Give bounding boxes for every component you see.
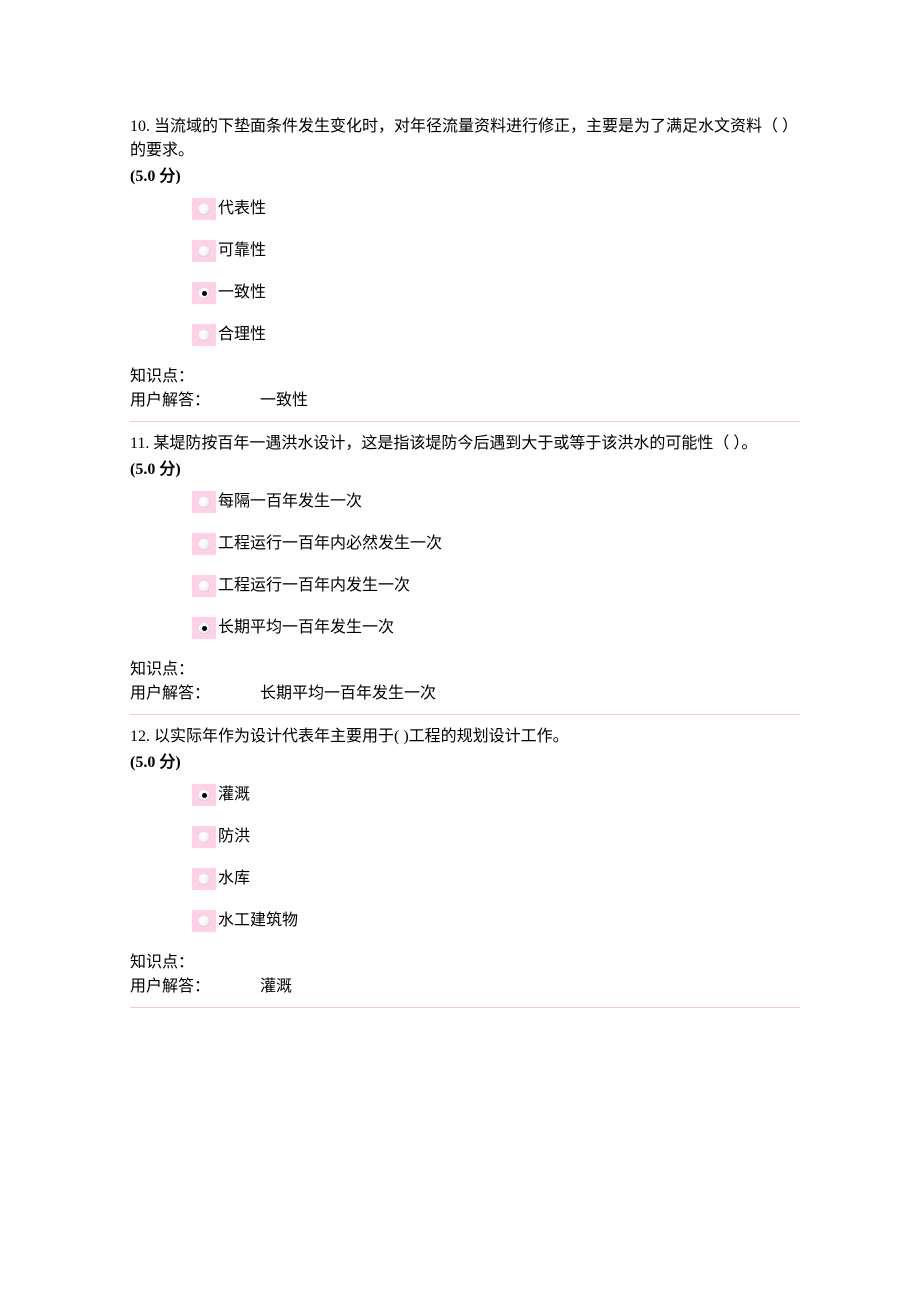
question-body: 以实际年作为设计代表年主要用于( )工程的规划设计工作。 — [154, 728, 569, 745]
option-label: 长期平均一百年发生一次 — [218, 616, 394, 640]
option-row[interactable]: 防洪 — [192, 825, 800, 849]
knowledge-label: 知识点： — [130, 658, 800, 682]
option-label: 防洪 — [218, 825, 250, 849]
user-answer-label: 用户解答： — [130, 392, 210, 409]
option-label: 每隔一百年发生一次 — [218, 490, 362, 514]
option-row[interactable]: 代表性 — [192, 197, 800, 221]
option-row[interactable]: 灌溉 — [192, 783, 800, 807]
user-answer-line: 用户解答： 一致性 — [130, 389, 800, 413]
option-label: 灌溉 — [218, 783, 250, 807]
option-label: 工程运行一百年内必然发生一次 — [218, 532, 442, 556]
radio-icon[interactable] — [192, 617, 216, 639]
options-list: 每隔一百年发生一次 工程运行一百年内必然发生一次 工程运行一百年内发生一次 长期… — [130, 490, 800, 640]
option-row[interactable]: 每隔一百年发生一次 — [192, 490, 800, 514]
option-row[interactable]: 工程运行一百年内必然发生一次 — [192, 532, 800, 556]
user-answer-value: 灌溉 — [260, 978, 292, 995]
radio-icon[interactable] — [192, 910, 216, 932]
radio-icon[interactable] — [192, 282, 216, 304]
divider — [130, 714, 800, 715]
option-row[interactable]: 合理性 — [192, 323, 800, 347]
question-meta: 知识点： 用户解答： 一致性 — [130, 365, 800, 413]
option-label: 水库 — [218, 867, 250, 891]
knowledge-label: 知识点： — [130, 365, 800, 389]
radio-icon[interactable] — [192, 784, 216, 806]
question-number: 10. — [130, 118, 150, 135]
knowledge-label: 知识点： — [130, 951, 800, 975]
option-label: 合理性 — [218, 323, 266, 347]
option-label: 一致性 — [218, 281, 266, 305]
question-meta: 知识点： 用户解答： 长期平均一百年发生一次 — [130, 658, 800, 706]
user-answer-label: 用户解答： — [130, 978, 210, 995]
divider — [130, 421, 800, 422]
question-text: 12. 以实际年作为设计代表年主要用于( )工程的规划设计工作。 — [130, 725, 800, 749]
question-meta: 知识点： 用户解答： 灌溉 — [130, 951, 800, 999]
option-row[interactable]: 工程运行一百年内发生一次 — [192, 574, 800, 598]
option-label: 代表性 — [218, 197, 266, 221]
radio-icon[interactable] — [192, 198, 216, 220]
options-list: 灌溉 防洪 水库 水工建筑物 — [130, 783, 800, 933]
question-text: 11. 某堤防按百年一遇洪水设计，这是指该堤防今后遇到大于或等于该洪水的可能性（… — [130, 432, 800, 456]
question-points: (5.0 分) — [130, 751, 800, 775]
question-block: 12. 以实际年作为设计代表年主要用于( )工程的规划设计工作。 (5.0 分)… — [130, 725, 800, 999]
question-body: 当流域的下垫面条件发生变化时，对年径流量资料进行修正，主要是为了满足水文资料（ … — [130, 118, 798, 159]
radio-icon[interactable] — [192, 868, 216, 890]
option-row[interactable]: 水库 — [192, 867, 800, 891]
radio-icon[interactable] — [192, 826, 216, 848]
option-row[interactable]: 可靠性 — [192, 239, 800, 263]
radio-icon[interactable] — [192, 324, 216, 346]
option-label: 水工建筑物 — [218, 909, 298, 933]
options-list: 代表性 可靠性 一致性 合理性 — [130, 197, 800, 347]
question-points: (5.0 分) — [130, 165, 800, 189]
user-answer-line: 用户解答： 长期平均一百年发生一次 — [130, 682, 800, 706]
radio-icon[interactable] — [192, 575, 216, 597]
user-answer-label: 用户解答： — [130, 685, 210, 702]
question-number: 11. — [130, 435, 149, 452]
option-row[interactable]: 长期平均一百年发生一次 — [192, 616, 800, 640]
radio-icon[interactable] — [192, 491, 216, 513]
option-row[interactable]: 一致性 — [192, 281, 800, 305]
option-label: 工程运行一百年内发生一次 — [218, 574, 410, 598]
question-body: 某堤防按百年一遇洪水设计，这是指该堤防今后遇到大于或等于该洪水的可能性（ ）。 — [153, 435, 757, 452]
radio-icon[interactable] — [192, 533, 216, 555]
user-answer-value: 一致性 — [260, 392, 308, 409]
option-label: 可靠性 — [218, 239, 266, 263]
page: 10. 当流域的下垫面条件发生变化时，对年径流量资料进行修正，主要是为了满足水文… — [0, 0, 920, 1302]
radio-icon[interactable] — [192, 240, 216, 262]
question-text: 10. 当流域的下垫面条件发生变化时，对年径流量资料进行修正，主要是为了满足水文… — [130, 115, 800, 163]
question-number: 12. — [130, 728, 150, 745]
user-answer-value: 长期平均一百年发生一次 — [260, 685, 436, 702]
question-block: 10. 当流域的下垫面条件发生变化时，对年径流量资料进行修正，主要是为了满足水文… — [130, 115, 800, 413]
option-row[interactable]: 水工建筑物 — [192, 909, 800, 933]
user-answer-line: 用户解答： 灌溉 — [130, 975, 800, 999]
question-points: (5.0 分) — [130, 458, 800, 482]
question-block: 11. 某堤防按百年一遇洪水设计，这是指该堤防今后遇到大于或等于该洪水的可能性（… — [130, 432, 800, 706]
divider — [130, 1007, 800, 1008]
